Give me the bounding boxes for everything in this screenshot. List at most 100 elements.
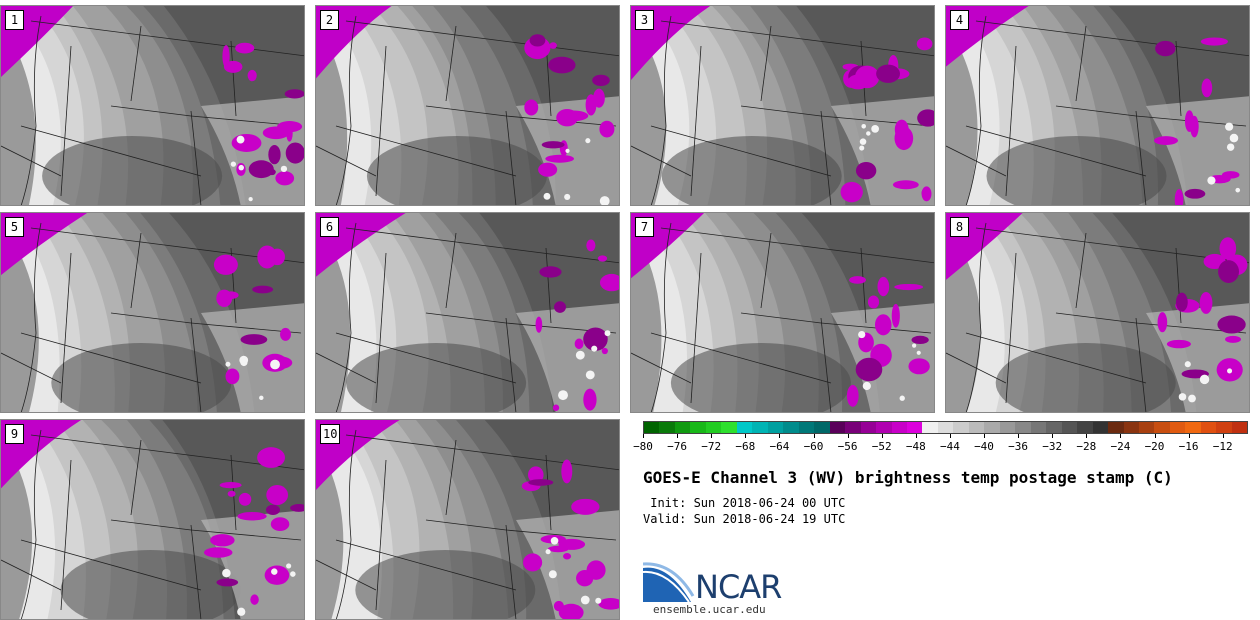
colorbar-segment <box>968 422 985 433</box>
stamp-member-number: 3 <box>635 10 654 30</box>
colorbar-tick <box>1120 434 1122 438</box>
colorbar-tick-label: −64 <box>769 440 790 453</box>
colorbar-tick <box>1018 434 1020 438</box>
colorbar-tick <box>745 434 747 438</box>
colorbar-tick <box>711 434 713 438</box>
colorbar-segment <box>999 422 1016 433</box>
logo-url: ensemble.ucar.edu <box>653 603 766 616</box>
colorbar-segment <box>659 422 675 433</box>
colorbar-segment <box>845 422 861 433</box>
colorbar-tick <box>1154 434 1156 438</box>
colorbar-tick <box>915 434 917 438</box>
colorbar-tick <box>949 434 951 438</box>
colorbar-segment <box>1169 422 1186 433</box>
colorbar-tick-label: −80 <box>633 440 653 453</box>
colorbar-segment <box>1030 422 1047 433</box>
chart-title: GOES-E Channel 3 (WV) brightness temp po… <box>643 468 1173 487</box>
colorbar-tick-label: −60 <box>803 440 824 453</box>
colorbar-segment <box>860 422 877 433</box>
colorbar-segment <box>953 422 969 433</box>
colorbar-tick <box>1052 434 1054 438</box>
colorbar-tick-label: −24 <box>1110 440 1131 453</box>
colorbar-tick-label: −40 <box>974 440 994 453</box>
colorbar-segment <box>937 422 954 433</box>
valid-time: Valid: Sun 2018-06-24 19 UTC <box>643 512 846 526</box>
logo-wordmark: NCAR <box>695 568 782 606</box>
colorbar-tick-label: −16 <box>1178 440 1199 453</box>
colorbar-segment <box>721 422 737 433</box>
colorbar <box>643 421 1248 434</box>
stamp-member-number: 2 <box>320 10 339 30</box>
postage-stamp-panel: 10 <box>315 419 620 620</box>
colorbar-segment <box>752 422 768 433</box>
wv-field-map <box>631 213 934 412</box>
wv-field-map <box>1 213 304 412</box>
postage-stamp-panel: 5 <box>0 212 305 413</box>
stamp-member-number: 8 <box>950 217 969 237</box>
stamp-member-number: 4 <box>950 10 969 30</box>
colorbar-segment <box>783 422 799 433</box>
colorbar-segment <box>1123 422 1139 433</box>
colorbar-tick-label: −20 <box>1144 440 1165 453</box>
colorbar-tick-label: −52 <box>871 440 892 453</box>
stamp-member-number: 1 <box>5 10 24 30</box>
colorbar-segment <box>1015 422 1031 433</box>
colorbar-tick-label: −56 <box>837 440 858 453</box>
colorbar-tick-label: −28 <box>1076 440 1097 453</box>
stamp-member-number: 5 <box>5 217 24 237</box>
colorbar-tick-label: −76 <box>667 440 688 453</box>
colorbar-tick-label: −12 <box>1212 440 1233 453</box>
colorbar-tick <box>1086 434 1088 438</box>
init-time: Init: Sun 2018-06-24 00 UTC <box>643 496 846 510</box>
colorbar-segment <box>798 422 815 433</box>
postage-stamp-panel: 2 <box>315 5 620 206</box>
postage-stamp-panel: 6 <box>315 212 620 413</box>
stamp-member-number: 7 <box>635 217 654 237</box>
colorbar-segment <box>1216 422 1232 433</box>
colorbar-ticks: −80 −76 −72 −68 −64 −60 −56 −52 −48 −44 −40 −36 −32−… <box>633 434 1248 458</box>
colorbar-segment <box>767 422 784 433</box>
colorbar-tick <box>847 434 849 438</box>
colorbar-segment <box>1231 422 1248 433</box>
wv-field-map <box>631 6 934 205</box>
postage-stamp-panel: 4 <box>945 5 1250 206</box>
colorbar-tick <box>881 434 883 438</box>
colorbar-tick <box>643 434 644 438</box>
colorbar-segment <box>1077 422 1093 433</box>
postage-stamp-panel: 7 <box>630 212 935 413</box>
wv-field-map <box>316 213 619 412</box>
colorbar-tick <box>1222 434 1224 438</box>
wv-field-map <box>946 213 1249 412</box>
colorbar-segment <box>1108 422 1124 433</box>
colorbar-segment <box>984 422 1000 433</box>
ncar-logo-icon <box>643 562 695 603</box>
colorbar-tick-label: −44 <box>939 440 960 453</box>
postage-stamp-panel: 3 <box>630 5 935 206</box>
wv-field-map <box>316 6 619 205</box>
colorbar-segment <box>906 422 923 433</box>
colorbar-tick-label: −72 <box>701 440 722 453</box>
colorbar-segment <box>829 422 846 433</box>
colorbar-tick-label: −32 <box>1042 440 1063 453</box>
stamp-member-number: 10 <box>320 424 341 444</box>
colorbar-tick <box>984 434 985 438</box>
colorbar-segment <box>1046 422 1062 433</box>
colorbar-segment <box>1061 422 1078 433</box>
colorbar-tick-label: −36 <box>1008 440 1029 453</box>
colorbar-segment <box>1200 422 1217 433</box>
colorbar-tick <box>779 434 781 438</box>
colorbar-segment <box>644 422 660 433</box>
colorbar-tick <box>813 434 815 438</box>
colorbar-tick-label: −68 <box>735 440 756 453</box>
stamp-member-number: 6 <box>320 217 339 237</box>
colorbar-segment <box>1092 422 1109 433</box>
colorbar-segment <box>1185 422 1201 433</box>
colorbar-segment <box>814 422 830 433</box>
colorbar-segment <box>1139 422 1155 433</box>
postage-stamp-panel: 1 <box>0 5 305 206</box>
colorbar-segment <box>1154 422 1170 433</box>
wv-field-map <box>1 6 304 205</box>
wv-field-map <box>1 420 304 619</box>
colorbar-segment <box>674 422 691 433</box>
colorbar-tick-label: −48 <box>905 440 926 453</box>
